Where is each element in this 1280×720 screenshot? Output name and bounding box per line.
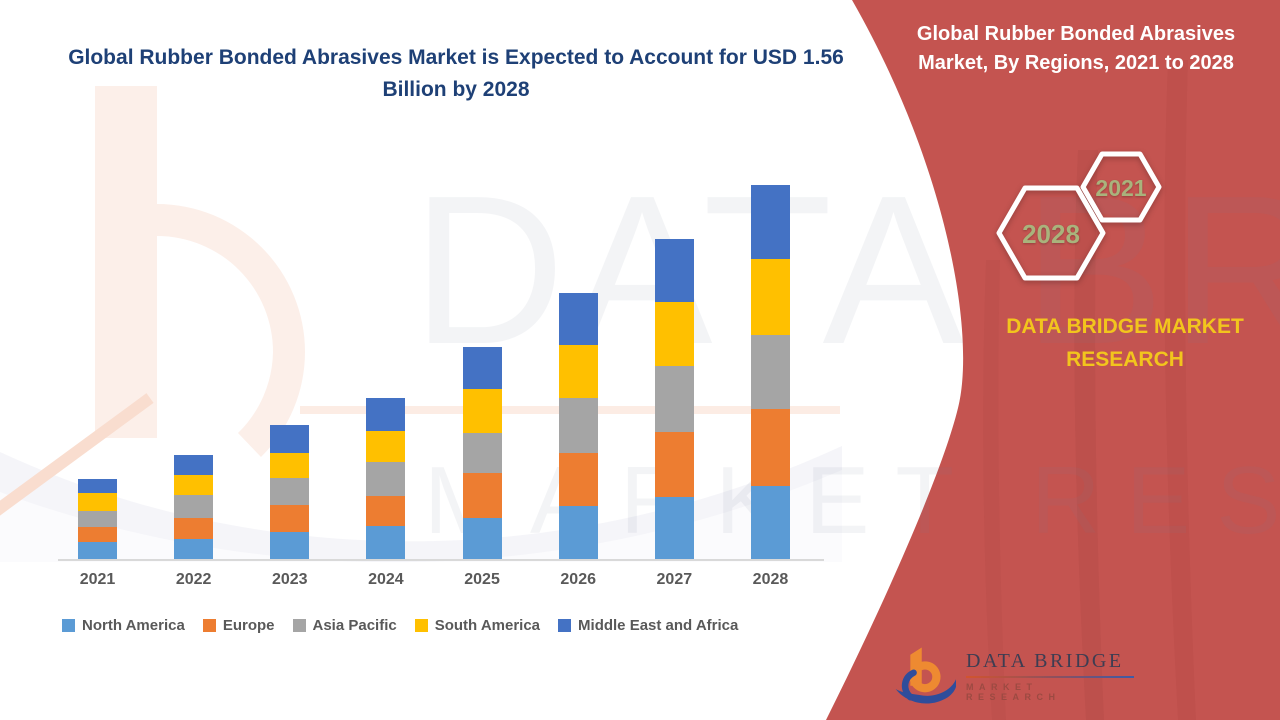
legend-label: Middle East and Africa [578, 617, 739, 634]
legend-item: Europe [202, 617, 275, 634]
bar-2021 [78, 479, 117, 560]
legend-item: South America [414, 617, 541, 634]
bar-segment [558, 453, 598, 506]
bar-segment [462, 518, 502, 560]
bar-segment [558, 506, 598, 560]
bar-segment [366, 398, 406, 431]
bar-segment [462, 433, 502, 473]
axis-label-2026: 2026 [560, 571, 596, 588]
axis-label-2025: 2025 [464, 571, 500, 588]
bar-segment [654, 432, 694, 497]
legend-item: Asia Pacific [292, 617, 397, 634]
watermark-b-icon [95, 86, 157, 438]
bar-segment [462, 473, 502, 518]
bar-segment [750, 259, 790, 335]
bar-segment [654, 239, 694, 302]
bar-segment [366, 526, 406, 560]
databridge-logo-icon [895, 647, 956, 704]
legend-label: Europe [222, 617, 275, 634]
bar-segment [654, 302, 694, 366]
bar-segment [558, 398, 598, 453]
bar-segment [270, 478, 310, 505]
bar-2027 [654, 239, 694, 560]
white-swoosh [0, 470, 842, 563]
bar-segment [462, 389, 502, 433]
axis-label-2024: 2024 [368, 571, 404, 588]
logo-name: DATA BRIDGE [966, 650, 1124, 672]
bar-segment [750, 335, 790, 409]
axis-label-2027: 2027 [656, 571, 693, 588]
panel-fold [1074, 150, 1104, 720]
bar-2028 [750, 185, 790, 560]
bar-segment [78, 527, 117, 542]
bar-segment [78, 493, 117, 511]
bar-segment [462, 347, 502, 389]
bar-segment [270, 532, 310, 560]
legend-chip-icon [292, 619, 306, 632]
panel-fold [983, 260, 1006, 720]
bar-segment [78, 542, 117, 560]
bar-segment [654, 497, 694, 560]
legend-label: Asia Pacific [312, 617, 397, 634]
bar-2023 [270, 425, 310, 560]
legend-chip-icon [414, 619, 428, 632]
brand-caps: DATA BRIDGE MARKET RESEARCH [1006, 315, 1244, 371]
badge-year-2028: 2028 [1022, 219, 1080, 249]
chart-title: Global Rubber Bonded Abrasives Market is… [68, 46, 844, 101]
legend-item: Middle East and Africa [558, 617, 738, 634]
bar-segment [174, 455, 214, 475]
legend-label: North America [82, 617, 185, 634]
bar-segment [558, 293, 598, 345]
bar-segment [750, 486, 790, 560]
bar-segment [366, 431, 406, 462]
axis-label-2023: 2023 [271, 571, 308, 588]
panel-fold [1164, 60, 1196, 720]
bar-segment [750, 409, 790, 486]
bar-segment [654, 366, 694, 432]
bar-2025 [462, 347, 502, 560]
bar-segment [174, 475, 214, 495]
bar-2024 [366, 398, 406, 560]
badge-year-2021: 2021 [1095, 175, 1147, 201]
bar-segment [174, 495, 214, 518]
legend-chip-icon [558, 619, 572, 632]
bar-segment [270, 453, 310, 478]
bar-segment [366, 462, 406, 496]
legend-chip-icon [202, 619, 216, 632]
bar-segment [366, 496, 406, 526]
bar-segment [78, 479, 117, 493]
axis-label-2021: 2021 [79, 571, 116, 588]
axis-label-2028: 2028 [752, 571, 789, 588]
bar-segment [270, 505, 310, 532]
peach-diagonal [0, 393, 154, 516]
logo-rule [966, 676, 1134, 678]
bar-segment [78, 511, 117, 527]
bar-segment [174, 539, 214, 560]
bar-2022 [174, 455, 214, 560]
logo-subtitle: MARKET RESEARCH [966, 682, 1061, 702]
bar-segment [750, 185, 790, 259]
company-logo: DATA BRIDGE MARKET RESEARCH [894, 636, 1134, 716]
bar-segment [558, 345, 598, 398]
legend: North America Europe Asia Pacific South Ame… [62, 617, 738, 634]
legend-chip-icon [62, 619, 75, 632]
bar-2026 [558, 293, 598, 560]
axis-label-2022: 2022 [175, 571, 212, 588]
legend-label: South America [434, 617, 541, 634]
x-axis-line [58, 559, 824, 561]
legend-item: North America [62, 617, 185, 634]
bar-segment [270, 425, 310, 453]
bar-segment [174, 518, 214, 539]
panel-heading: Global Rubber Bonded Abrasives Market, B… [916, 23, 1236, 74]
